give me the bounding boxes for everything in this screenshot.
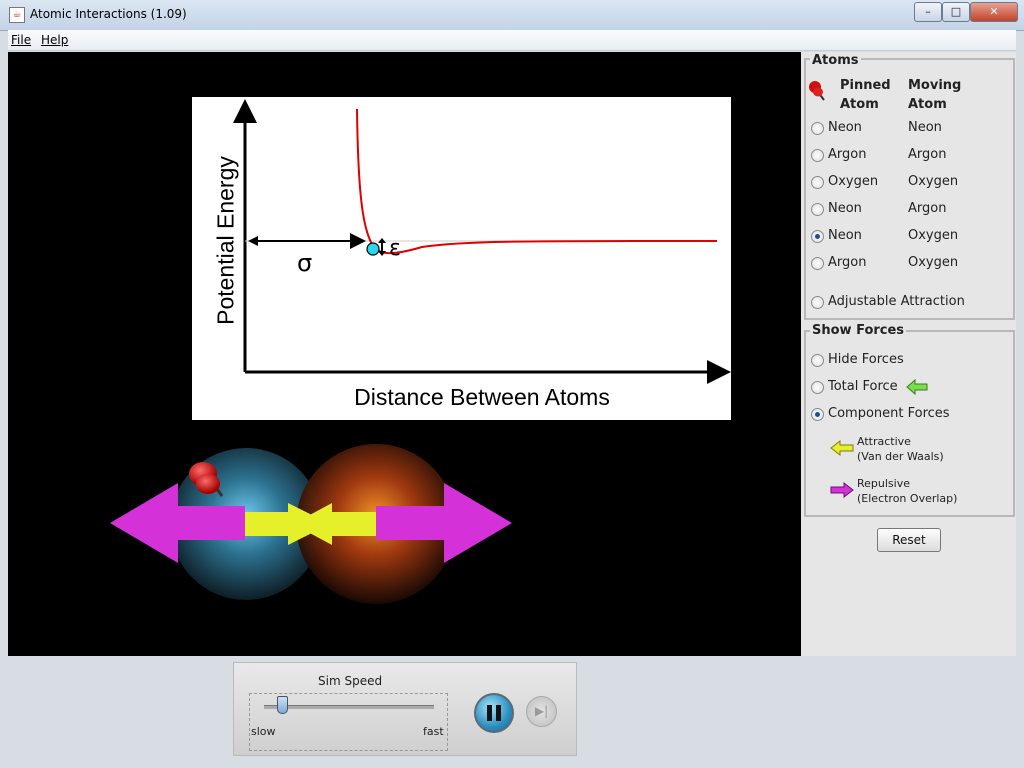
menu-bar: File Help bbox=[8, 30, 1016, 51]
atom-pair-radio[interactable] bbox=[811, 257, 824, 270]
moving-atom-option[interactable]: Oxygen bbox=[908, 228, 959, 243]
atoms-group-title: Atoms bbox=[810, 53, 861, 68]
atoms-area bbox=[100, 440, 530, 620]
moving-header-1: Moving bbox=[908, 78, 962, 93]
forces-group-title: Show Forces bbox=[810, 323, 907, 338]
moving-atom-option[interactable]: Neon bbox=[908, 120, 942, 135]
moving-atom-option[interactable]: Argon bbox=[908, 201, 947, 216]
atom-pair-radio[interactable] bbox=[811, 203, 824, 216]
pinned-atom-option[interactable]: Neon bbox=[828, 228, 862, 243]
pause-button[interactable] bbox=[474, 693, 514, 733]
sigma-label: σ bbox=[297, 249, 313, 277]
potential-energy-graph: Potential Energy Distance Between Atoms … bbox=[192, 97, 731, 420]
pin-icon bbox=[189, 462, 224, 497]
atom-pair-radio[interactable] bbox=[811, 149, 824, 162]
repulsive-force-arrow-right bbox=[376, 483, 512, 563]
close-button[interactable]: ✕ bbox=[970, 2, 1018, 22]
maximize-button[interactable]: □ bbox=[942, 2, 970, 22]
pinned-atom-option[interactable]: Oxygen bbox=[828, 174, 879, 189]
moving-atom-option[interactable]: Argon bbox=[908, 147, 947, 162]
component-forces-label[interactable]: Component Forces bbox=[828, 406, 950, 421]
moving-atom-option[interactable]: Oxygen bbox=[908, 255, 959, 270]
adjustable-attraction-label[interactable]: Adjustable Attraction bbox=[828, 294, 965, 309]
menu-help[interactable]: Help bbox=[41, 33, 69, 47]
attractive-force-arrow-left bbox=[293, 503, 376, 545]
component-forces-radio[interactable] bbox=[811, 408, 824, 421]
pinned-atom-option[interactable]: Neon bbox=[828, 120, 862, 135]
atom-position-marker bbox=[366, 242, 380, 256]
reset-button[interactable]: Reset bbox=[877, 528, 941, 552]
attractive-label-2: (Van der Waals) bbox=[857, 450, 944, 463]
atoms-group bbox=[804, 58, 1015, 320]
green-arrow-icon bbox=[906, 379, 928, 395]
sim-speed-slider-thumb[interactable] bbox=[277, 696, 288, 714]
atom-pair-radio[interactable] bbox=[811, 230, 824, 243]
atom-pair-radio[interactable] bbox=[811, 122, 824, 135]
attractive-label-1: Attractive bbox=[857, 435, 911, 448]
total-force-radio[interactable] bbox=[811, 381, 824, 394]
pin-icon bbox=[809, 81, 825, 101]
fast-label: fast bbox=[423, 725, 444, 738]
pinned-atom-option[interactable]: Argon bbox=[828, 147, 867, 162]
epsilon-label: ε bbox=[389, 236, 401, 261]
sim-speed-title: Sim Speed bbox=[318, 674, 383, 688]
pinned-atom-option[interactable]: Neon bbox=[828, 201, 862, 216]
repulsive-force-arrow-left bbox=[110, 483, 245, 563]
x-axis-label: Distance Between Atoms bbox=[354, 384, 610, 410]
window-title: Atomic Interactions (1.09) bbox=[30, 7, 187, 21]
pinned-header-1: Pinned bbox=[840, 78, 891, 93]
y-axis-label: Potential Energy bbox=[212, 156, 239, 325]
magenta-arrow-icon bbox=[830, 482, 854, 498]
forces-group bbox=[804, 330, 1015, 517]
minimize-button[interactable]: – bbox=[914, 2, 942, 22]
potential-curve bbox=[356, 108, 718, 255]
hide-forces-radio[interactable] bbox=[811, 354, 824, 367]
hide-forces-label[interactable]: Hide Forces bbox=[828, 352, 904, 367]
step-button[interactable]: ▶| bbox=[526, 696, 557, 727]
menu-file[interactable]: File bbox=[11, 33, 32, 47]
yellow-arrow-icon bbox=[830, 440, 854, 456]
sim-speed-box bbox=[249, 693, 448, 751]
moving-atom-option[interactable]: Oxygen bbox=[908, 174, 959, 189]
sim-speed-slider-track[interactable] bbox=[264, 705, 434, 709]
title-bar: ☕ Atomic Interactions (1.09) – □ ✕ bbox=[0, 0, 1024, 31]
sim-control-panel: Sim Speed slow fast ▶| bbox=[233, 662, 577, 756]
repulsive-label-2: (Electron Overlap) bbox=[857, 492, 958, 505]
repulsive-label-1: Repulsive bbox=[857, 477, 910, 490]
atom-pair-radio[interactable] bbox=[811, 176, 824, 189]
moving-header-2: Atom bbox=[908, 97, 947, 112]
total-force-label[interactable]: Total Force bbox=[828, 379, 898, 394]
slow-label: slow bbox=[251, 725, 276, 738]
attractive-force-arrow-right bbox=[245, 503, 330, 545]
adjustable-attraction-radio[interactable] bbox=[811, 296, 824, 309]
java-icon[interactable]: ☕ bbox=[9, 7, 25, 23]
pinned-atom-option[interactable]: Argon bbox=[828, 255, 867, 270]
pinned-header-2: Atom bbox=[840, 97, 879, 112]
